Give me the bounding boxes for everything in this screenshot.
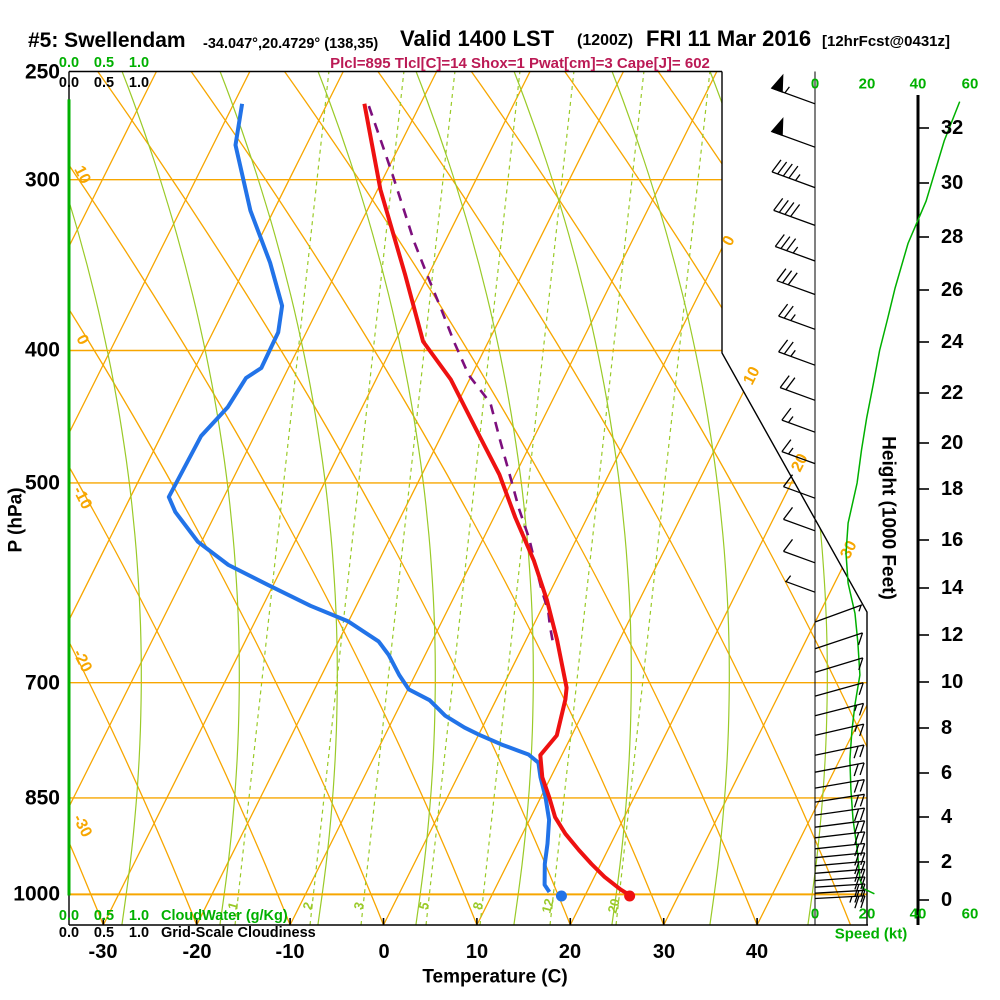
surface-temperature-marker (624, 890, 636, 902)
height-axis-title: Height (1000 Feet) (877, 436, 899, 600)
height-tick-label: 32 (941, 117, 964, 139)
background-grid (69, 71, 867, 925)
height-tick-label: 24 (941, 331, 964, 353)
height-tick-label: 28 (941, 226, 964, 248)
temperature-tick-label: 10 (465, 941, 489, 963)
wind-speed-curve (845, 101, 961, 895)
temperature-tick-label: 20 (558, 941, 582, 963)
cloudiness-scale-tick-bottom: 0.5 (93, 924, 115, 941)
svg-text:-10: -10 (69, 484, 95, 512)
height-tick-label: 10 (941, 671, 964, 693)
cloudwater-scale-tick-top: 0.0 (58, 54, 80, 71)
valid-zulu: (1200Z) (577, 32, 634, 49)
cloudiness-scale-tick-bottom: 0.0 (58, 924, 80, 941)
pressure-tick-label: 700 (24, 671, 60, 695)
pressure-axis-title: P (hPa) (5, 487, 27, 553)
temperature-curve (362, 103, 630, 897)
height-tick-label: 2 (941, 851, 953, 873)
speed-axis-title: Speed (kt) (834, 925, 908, 943)
svg-text:2: 2 (299, 900, 315, 911)
svg-text:-30: -30 (69, 812, 95, 840)
height-tick-label: 12 (941, 624, 964, 646)
forecast-tag: [12hrFcst@0431z] (822, 33, 951, 50)
height-tick-label: 0 (941, 889, 953, 911)
svg-text:12: 12 (539, 897, 557, 915)
temperature-tick-label: -30 (88, 941, 118, 963)
height-tick-label: 6 (941, 762, 953, 784)
height-tick-label: 16 (941, 529, 964, 551)
pressure-tick-label: 1000 (13, 882, 60, 906)
svg-text:1: 1 (224, 900, 240, 911)
pressure-tick-label: 300 (24, 168, 60, 192)
cloudiness-scale-tick-top: 0.5 (93, 74, 115, 91)
valid-time: Valid 1400 LST (400, 26, 555, 51)
temperature-tick-label: 0 (378, 941, 390, 963)
cloudiness-scale-tick-bottom: 1.0 (128, 924, 150, 941)
speed-tick-label-bottom: 60 (961, 905, 979, 923)
cloudiness-scale-tick-top: 1.0 (128, 74, 150, 91)
cloudiness-scale-tick-top: 0.0 (58, 74, 80, 91)
svg-text:3: 3 (350, 900, 366, 911)
cloudiness-scale-title: Grid-Scale Cloudiness (161, 924, 316, 941)
height-tick-label: 4 (941, 806, 953, 828)
temperature-axis-title: Temperature (C) (422, 966, 568, 988)
pressure-tick-label: 500 (24, 471, 60, 495)
svg-text:10: 10 (70, 163, 93, 187)
height-tick-label: 30 (941, 172, 964, 194)
height-tick-label: 18 (941, 478, 964, 500)
speed-tick-label-bottom: 20 (858, 905, 876, 923)
cloudwater-scale-tick-bottom: 0.0 (58, 907, 80, 924)
svg-text:20: 20 (788, 451, 811, 475)
valid-date: FRI 11 Mar 2016 (646, 26, 812, 51)
svg-text:20: 20 (605, 897, 623, 915)
height-tick-label: 20 (941, 432, 964, 454)
pressure-tick-label: 400 (24, 338, 60, 362)
surface-dewpoint-marker (555, 890, 567, 902)
svg-text:8: 8 (469, 900, 485, 911)
svg-text:30: 30 (837, 538, 860, 562)
station-title: #5: Swellendam (28, 29, 186, 52)
height-tick-label: 22 (941, 382, 964, 404)
parcel-path-curve (367, 105, 556, 649)
height-tick-label: 26 (941, 279, 964, 301)
speed-tick-label-bottom: 40 (909, 905, 927, 923)
plot-frame (68, 70, 929, 926)
cloudwater-scale-tick-top: 0.5 (93, 54, 115, 71)
cloudwater-scale-tick-bottom: 0.5 (93, 907, 115, 924)
speed-tick-label-top: 60 (961, 75, 979, 93)
speed-tick-label-bottom: 0 (810, 905, 820, 923)
speed-tick-label-top: 20 (858, 75, 876, 93)
cloudwater-scale-tick-bottom: 1.0 (128, 907, 150, 924)
temperature-tick-label: -10 (275, 941, 305, 963)
pressure-tick-label: 250 (24, 60, 60, 84)
station-coords: -34.047°,20.4729° (138,35) (203, 36, 379, 52)
speed-tick-label-top: 0 (810, 75, 820, 93)
temperature-tick-label: 30 (652, 941, 676, 963)
svg-text:5: 5 (415, 900, 431, 911)
height-tick-label: 8 (941, 717, 953, 739)
temperature-tick-label: -20 (182, 941, 212, 963)
height-tick-label: 14 (941, 577, 964, 599)
cloudwater-scale-title: CloudWater (g/Kg) (161, 907, 288, 924)
wind-barbs (770, 73, 866, 909)
cloudwater-scale-tick-top: 1.0 (128, 54, 150, 71)
svg-text:0: 0 (72, 332, 91, 348)
pressure-tick-label: 850 (24, 786, 60, 810)
temperature-tick-label: 40 (745, 941, 769, 963)
sounding-parameters: Plcl=895 Tlcl[C]=14 Shox=1 Pwat[cm]=3 Ca… (330, 55, 710, 72)
speed-tick-label-top: 40 (909, 75, 927, 93)
svg-text:10: 10 (740, 364, 763, 388)
